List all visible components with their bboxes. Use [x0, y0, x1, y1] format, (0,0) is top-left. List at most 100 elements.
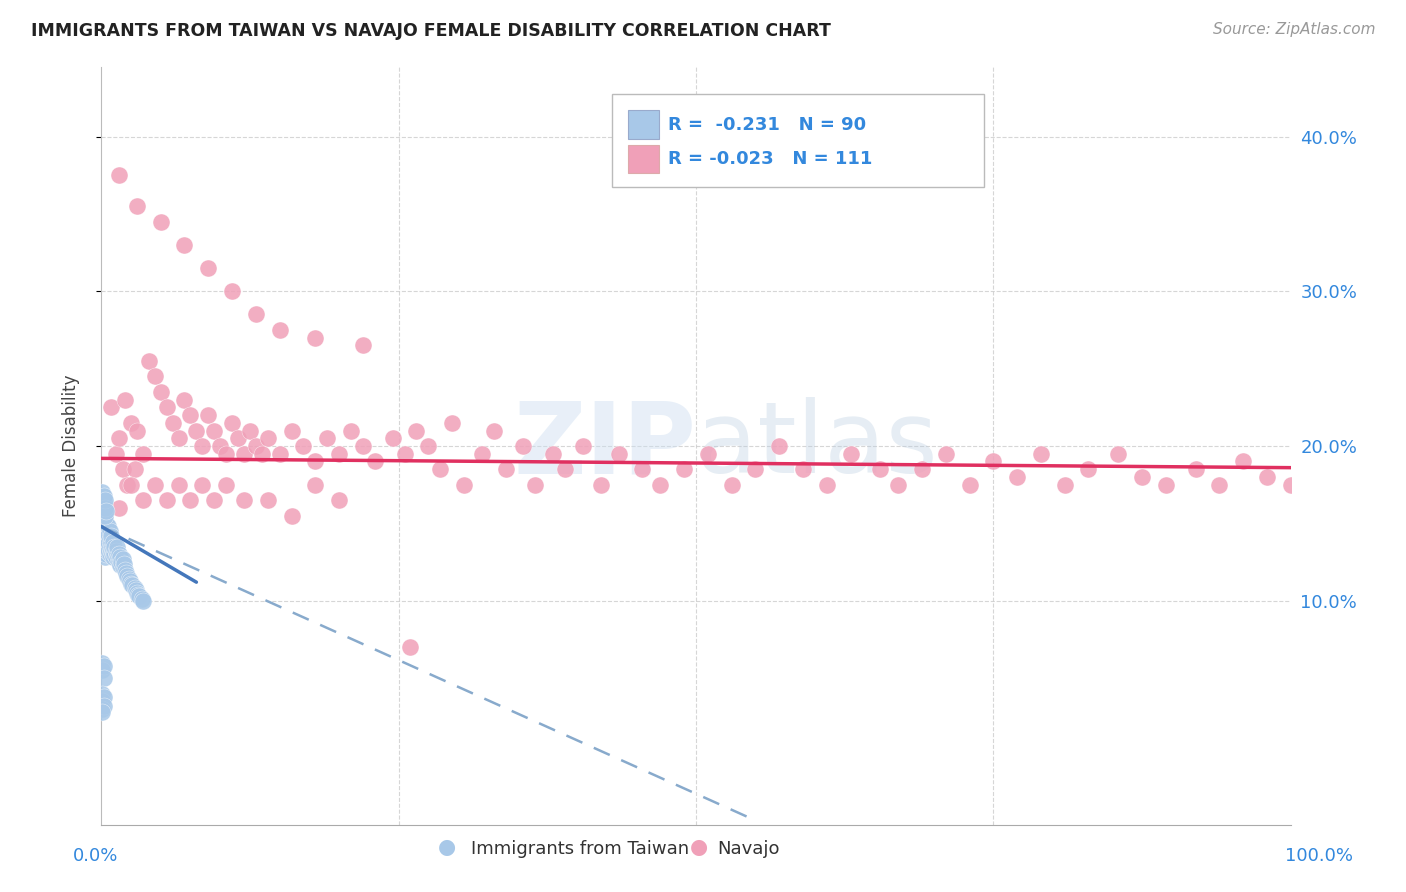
Point [93, 671, 115, 685]
Point [405, 424, 427, 438]
Text: Immigrants from Taiwan: Immigrants from Taiwan [471, 840, 689, 858]
Point [292, 439, 315, 453]
Text: ●: ● [439, 838, 456, 857]
Point [911, 462, 934, 476]
Point [127, 588, 149, 602]
Point [138, 354, 160, 368]
Point [316, 431, 339, 445]
Point [112, 557, 135, 571]
Point [94, 508, 117, 523]
Point [108, 431, 131, 445]
Text: Navajo: Navajo [717, 840, 779, 858]
Point [554, 462, 576, 476]
Text: R =  -0.231   N = 90: R = -0.231 N = 90 [668, 116, 866, 134]
Point [304, 454, 326, 468]
Point [93, 516, 115, 531]
Point [91, 485, 114, 500]
Point [167, 431, 190, 445]
Point [441, 416, 464, 430]
Point [131, 592, 153, 607]
Point [93, 532, 115, 546]
Point [1077, 462, 1099, 476]
Point [215, 447, 238, 461]
Point [120, 576, 142, 591]
Point [97, 535, 120, 549]
Point [111, 552, 134, 566]
Point [512, 439, 534, 453]
Point [495, 462, 517, 476]
Point [1154, 477, 1177, 491]
Point [143, 369, 166, 384]
Point [215, 477, 238, 491]
Point [91, 656, 114, 670]
Point [202, 424, 225, 438]
Point [91, 532, 114, 546]
Point [111, 559, 134, 574]
Point [887, 477, 910, 491]
Point [100, 536, 122, 550]
Point [108, 168, 131, 182]
Point [179, 493, 201, 508]
Point [94, 535, 117, 549]
Point [124, 462, 146, 476]
Point [107, 550, 129, 565]
Point [524, 477, 547, 491]
Y-axis label: Female Disability: Female Disability [62, 375, 80, 517]
Text: ZIP: ZIP [513, 398, 696, 494]
Point [91, 705, 114, 719]
Point [125, 199, 148, 213]
Point [673, 462, 696, 476]
Point [418, 439, 440, 453]
Point [149, 384, 172, 399]
Point [572, 439, 595, 453]
Point [792, 462, 814, 476]
Point [768, 439, 790, 453]
Point [91, 493, 114, 508]
Point [101, 540, 124, 554]
Point [720, 477, 742, 491]
Point [304, 331, 326, 345]
Point [1029, 447, 1052, 461]
Point [304, 477, 326, 491]
Point [93, 524, 115, 538]
Point [110, 555, 132, 569]
Point [120, 477, 142, 491]
Point [91, 694, 114, 708]
Point [132, 493, 155, 508]
Point [94, 544, 117, 558]
Point [94, 500, 117, 515]
Point [98, 547, 121, 561]
Point [120, 416, 142, 430]
Point [104, 447, 127, 461]
Point [352, 338, 374, 352]
Point [256, 493, 278, 508]
Point [108, 555, 131, 569]
Point [1005, 470, 1028, 484]
Point [91, 702, 114, 716]
Point [91, 500, 114, 515]
Point [1107, 447, 1129, 461]
Point [269, 323, 291, 337]
Point [117, 572, 139, 586]
Point [110, 550, 132, 565]
Point [935, 447, 957, 461]
Point [245, 439, 267, 453]
Point [118, 574, 141, 588]
Point [149, 214, 172, 228]
Point [202, 493, 225, 508]
Point [97, 542, 120, 557]
Point [233, 493, 256, 508]
Point [103, 540, 125, 554]
Point [1184, 462, 1206, 476]
Point [983, 454, 1005, 468]
Point [114, 392, 136, 407]
Point [104, 544, 127, 558]
Point [221, 416, 243, 430]
Point [101, 550, 124, 565]
Point [100, 544, 122, 558]
Point [103, 547, 125, 561]
Point [96, 544, 118, 558]
Point [114, 563, 136, 577]
Point [96, 536, 118, 550]
Point [121, 578, 143, 592]
